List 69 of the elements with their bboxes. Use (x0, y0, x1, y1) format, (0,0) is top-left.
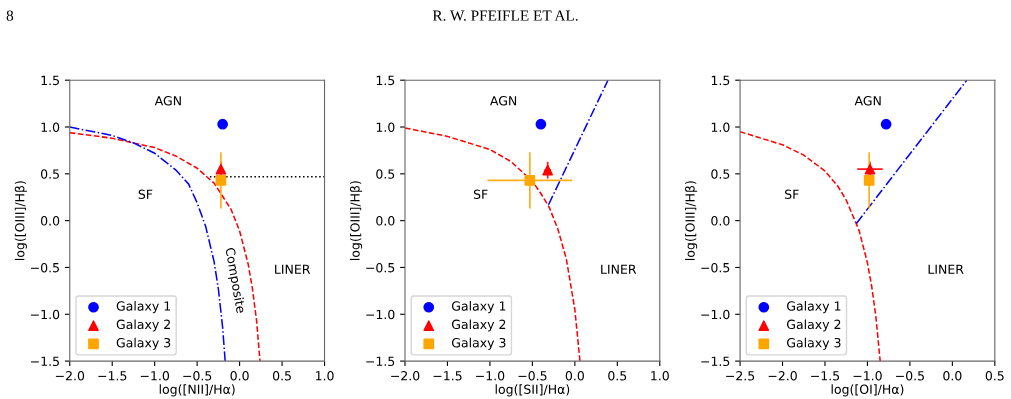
annotation: LINER (928, 264, 964, 274)
annotation: LINER (275, 264, 311, 274)
y-tick-label: −1.5 (366, 356, 395, 367)
y-axis-title: log([OIII]/Hβ) (14, 181, 27, 260)
x-tick-label: −0.5 (518, 371, 547, 381)
y-tick-label: 1.5 (376, 75, 395, 86)
annotation: AGN (490, 96, 517, 106)
x-tick-label: −1.5 (811, 371, 840, 381)
y-tick-label: −0.5 (366, 262, 395, 273)
legend-label: Galaxy 2 (116, 319, 170, 332)
x-tick-label: 0.5 (272, 371, 291, 381)
x-tick-label: −1.5 (98, 371, 127, 381)
legend-label: Galaxy 3 (116, 337, 171, 350)
y-tick-label: −1.0 (31, 309, 60, 320)
legend-label: Galaxy 1 (787, 301, 841, 314)
legend-label: Galaxy 2 (451, 319, 506, 332)
legend-label: Galaxy 2 (787, 319, 841, 332)
text: R. W. PFEIFLE ET AL. (432, 10, 578, 21)
x-tick-label: 0.5 (985, 371, 1004, 381)
y-tick-label: 1.0 (41, 122, 60, 132)
x-tick-label: −2.5 (726, 371, 755, 381)
x-axis-title: log([OI]/Hα) (831, 384, 904, 397)
y-tick-label: 1.5 (711, 75, 730, 86)
y-tick-label: 0.0 (376, 216, 395, 226)
y-tick-label: 0.5 (40, 169, 59, 179)
x-axis-title: log([SII]/Hα) (495, 384, 570, 397)
annotation: SF (138, 189, 153, 199)
y-tick-label: 0.5 (711, 169, 730, 179)
legend-label: Galaxy 1 (451, 301, 506, 314)
annotation: SF (473, 189, 488, 199)
annotation: AGN (154, 96, 181, 106)
x-tick-label: −2.0 (55, 371, 85, 381)
legend-label: Galaxy 3 (451, 337, 506, 350)
y-tick-label: 1.5 (41, 75, 59, 86)
y-tick-label: 0.0 (711, 216, 730, 226)
annotation: LINER (601, 264, 637, 274)
x-tick-label: −1.0 (853, 371, 882, 381)
legend-label: Galaxy 1 (116, 301, 171, 314)
x-tick-label: −2.0 (768, 371, 797, 381)
x-tick-label: 0.5 (608, 371, 627, 381)
y-tick-label: 0.5 (376, 169, 395, 179)
y-tick-label: −1.5 (701, 356, 730, 367)
x-tick-label: 0.0 (943, 371, 962, 381)
y-tick-label: −1.5 (31, 356, 59, 367)
annotation: SF (785, 189, 799, 199)
x-tick-label: 0.0 (230, 371, 249, 381)
y-tick-label: 1.0 (711, 122, 730, 132)
annotation: AGN (854, 96, 881, 106)
x-tick-label: −0.5 (896, 371, 924, 381)
annotation: Composite (222, 247, 247, 314)
x-tick-label: −1.0 (140, 371, 170, 381)
x-axis-title: log([NII]/Hα) (159, 384, 235, 397)
y-tick-label: −0.5 (701, 262, 730, 273)
y-axis-title: log([OIII]/Hβ) (349, 181, 363, 260)
y-tick-label: 1.0 (376, 122, 395, 132)
x-tick-label: −1.5 (433, 371, 462, 381)
x-tick-label: −1.0 (476, 371, 505, 381)
legend-label: Galaxy 3 (787, 337, 841, 350)
y-axis-title: log([OIII]/Hβ) (685, 181, 698, 260)
x-tick-label: −0.5 (183, 371, 212, 381)
y-tick-label: −0.5 (31, 262, 59, 273)
x-tick-label: −2.0 (391, 371, 420, 381)
y-tick-label: −1.0 (366, 309, 395, 320)
x-tick-label: 1.0 (651, 371, 669, 381)
text: 8 (6, 10, 14, 21)
x-tick-label: 1.0 (315, 371, 334, 381)
y-tick-label: 0.0 (40, 216, 60, 226)
y-tick-label: −1.0 (701, 309, 730, 320)
x-tick-label: 0.0 (565, 371, 584, 381)
